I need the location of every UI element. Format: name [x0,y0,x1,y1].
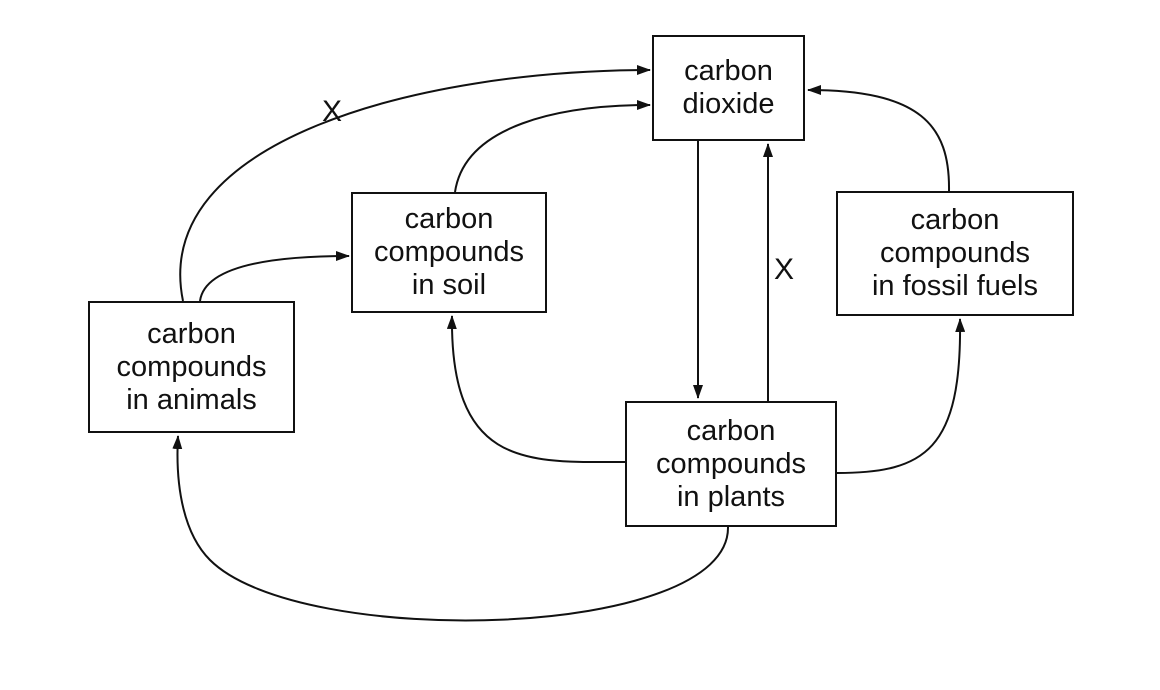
arrow-animals-to-carbon-dioxide [179,65,651,302]
arrow-plants-to-fossil-fuels [836,318,966,474]
soil-line-2: compounds [374,236,524,268]
soil-compounds-box: carbon compounds in soil [351,192,547,313]
arrow-plants-to-soil [446,315,626,464]
carbon-dioxide-box: carbon dioxide [652,35,805,141]
carbon-dioxide-line-1: carbon [684,55,773,87]
fossil-fuels-line-3: in fossil fuels [871,270,1038,302]
soil-line-3: in soil [411,269,487,301]
plants-compounds-box: carbon compounds in plants [625,401,837,527]
arrow-plants-to-animals [172,435,730,622]
plants-line-3: in plants [676,480,785,513]
arrow-soil-to-carbon-dioxide [454,100,651,193]
carbon-dioxide-line-2: dioxide [682,88,775,120]
arrow-fossil-fuels-to-carbon-dioxide [807,85,951,192]
plants-line-2: compounds [656,447,806,480]
fossil-fuels-compounds-box: carbon compounds in fossil fuels [836,191,1074,316]
fossil-fuels-line-1: carbon [910,204,1000,236]
animals-compounds-box: carbon compounds in animals [88,301,295,433]
arrow-animals-to-soil [199,251,350,302]
fossil-fuels-line-2: compounds [880,237,1030,269]
process-x-label-animals: X [322,95,343,128]
animals-line-3: in animals [126,383,257,416]
animals-line-2: compounds [116,350,267,383]
animals-line-1: carbon [147,317,236,350]
plants-line-1: carbon [686,414,776,447]
soil-line-1: carbon [404,203,494,235]
process-x-label-plants: X [774,253,795,286]
